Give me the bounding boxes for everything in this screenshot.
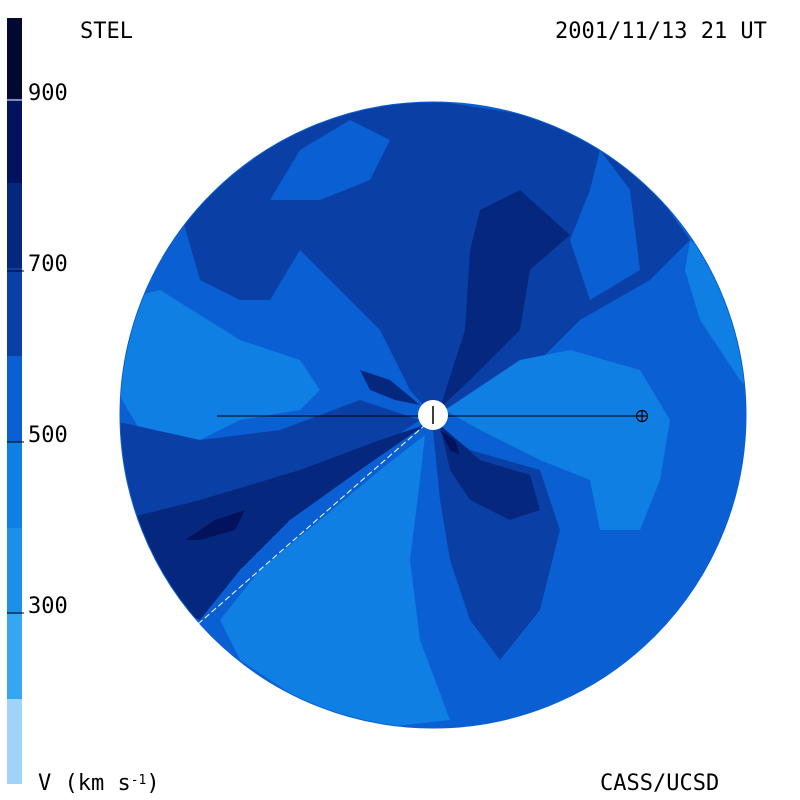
contour-region (440, 430, 460, 455)
contour-region (360, 370, 420, 405)
colorbar-band (7, 268, 22, 356)
contour-region (570, 150, 640, 300)
unit-exponent: -1 (130, 773, 147, 788)
colorbar (7, 18, 24, 784)
colorbar-band (7, 528, 22, 614)
contour-region (185, 510, 245, 540)
colorbar-tick-label: 700 (28, 252, 68, 277)
contour-region (120, 425, 425, 620)
unit-suffix: ) (146, 771, 160, 796)
colorbar-band (7, 98, 22, 183)
dashed-trajectory-line (197, 424, 426, 625)
colorbar-band (7, 614, 22, 699)
colorbar-band (7, 699, 22, 784)
observatory-label: STEL (80, 19, 133, 44)
contour-region (120, 290, 320, 440)
colorbar-band (7, 18, 22, 98)
date-label: 2001/11/13 21 UT (555, 19, 767, 44)
colorbar-tick-label: 500 (28, 423, 68, 448)
contour-region (270, 250, 410, 390)
credit-label: CASS/UCSD (600, 771, 720, 796)
unit-prefix: V (km s (38, 771, 131, 796)
contour-region (440, 190, 570, 408)
contour-region (440, 425, 540, 520)
contour-region (220, 435, 450, 728)
colorbar-band (7, 356, 22, 442)
colorbar-tick-label: 300 (28, 594, 68, 619)
colorbar-tick-label: 900 (28, 81, 68, 106)
colorbar-band (7, 442, 22, 528)
unit-label: V (km s-1) (38, 772, 160, 796)
contour-region (270, 120, 390, 200)
colorbar-band (7, 183, 22, 268)
contour-region (445, 350, 670, 530)
earth-icon (635, 409, 649, 423)
disk-outline (119, 101, 747, 729)
